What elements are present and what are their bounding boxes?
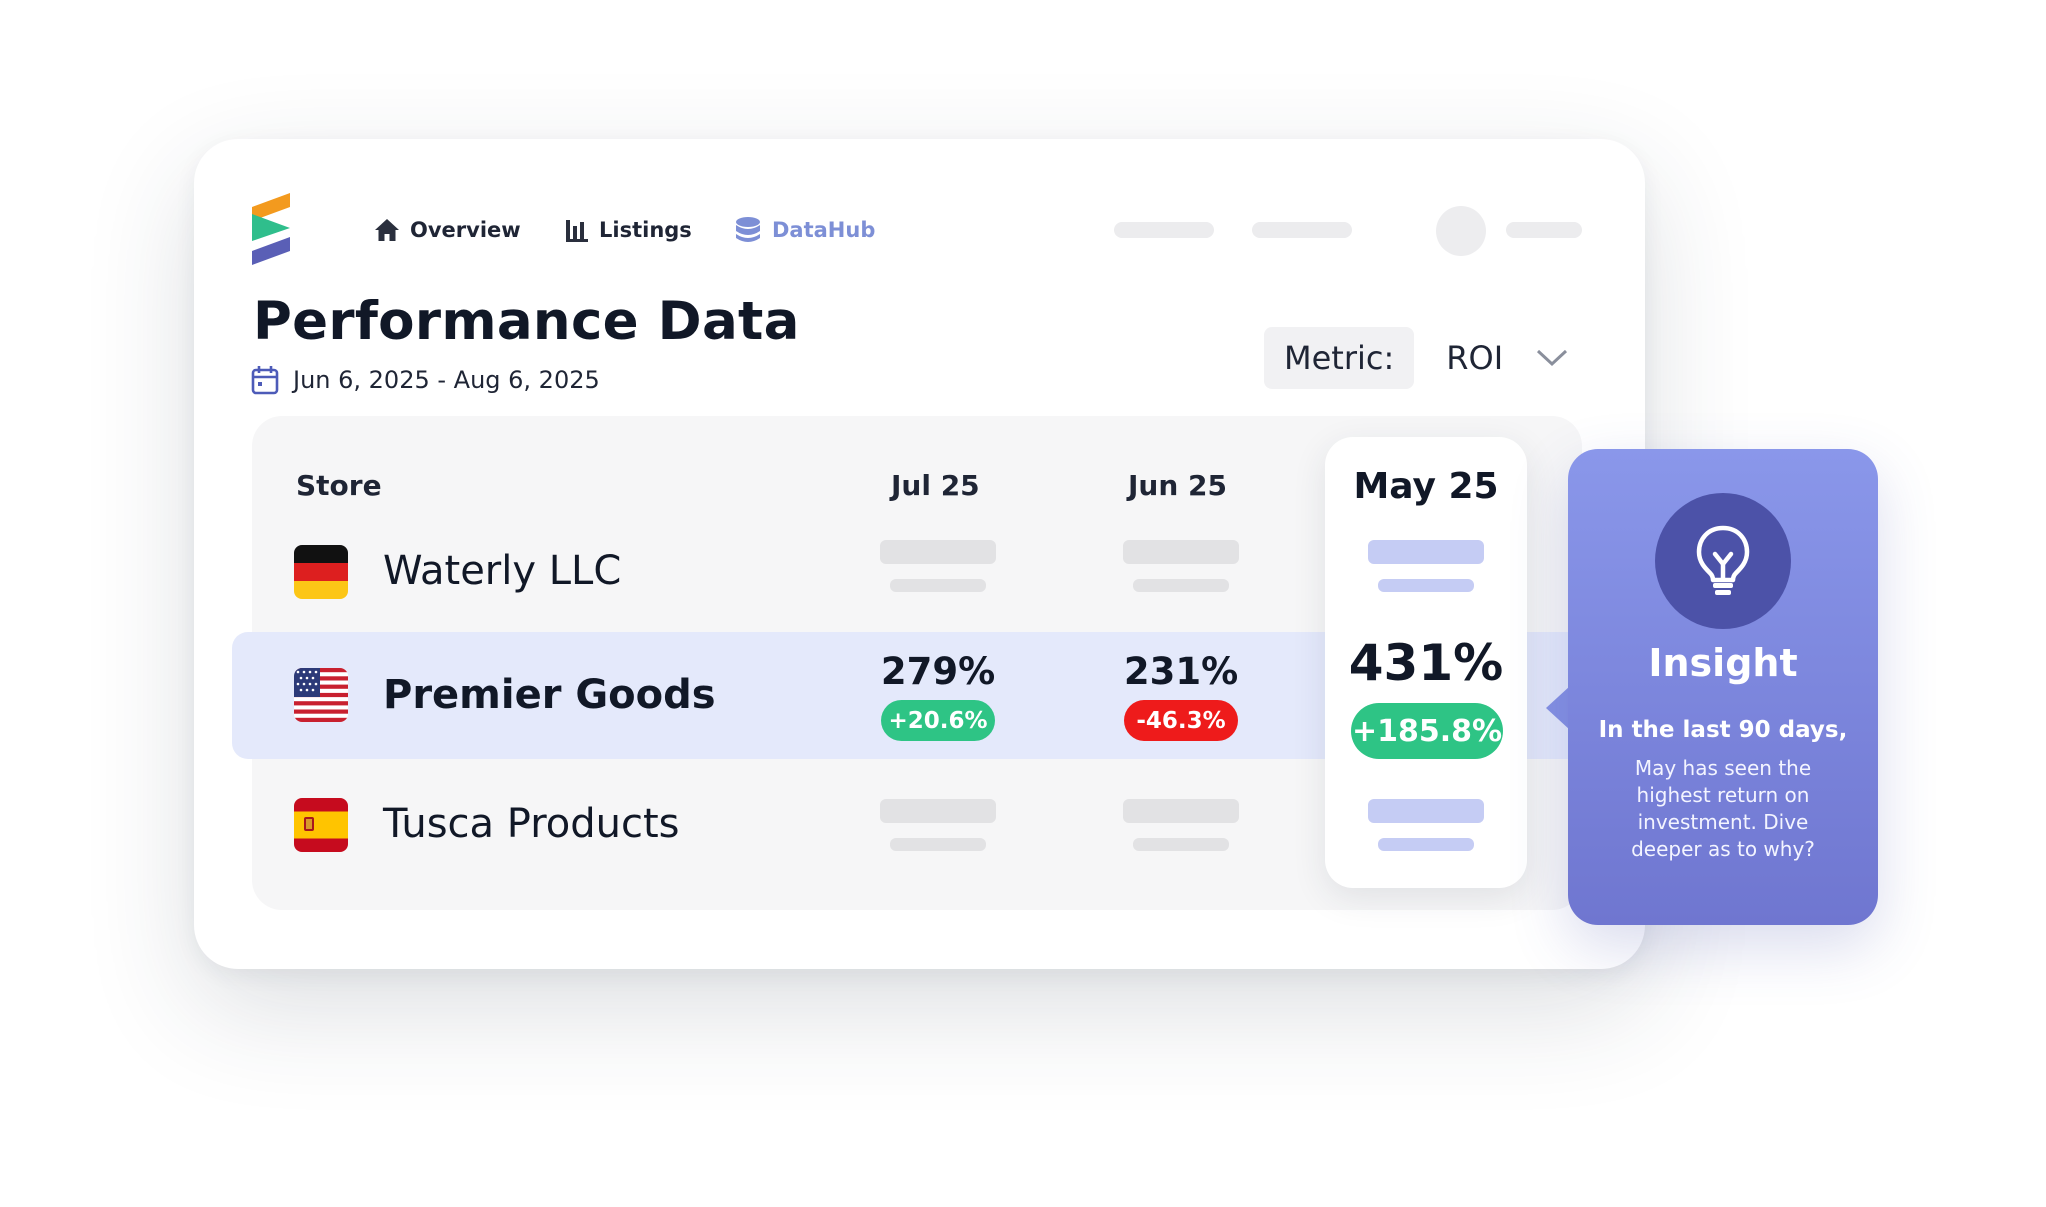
placeholder-bar — [1123, 799, 1239, 823]
placeholder-bar — [1123, 540, 1239, 564]
may-column-header: May 25 — [1353, 466, 1499, 507]
nav-listings-label: Listings — [599, 218, 692, 242]
metric-value: ROI — [1446, 339, 1504, 377]
date-range-label: Jun 6, 2025 - Aug 6, 2025 — [293, 366, 600, 394]
placeholder-bar — [880, 799, 996, 823]
usa-flag — [294, 668, 348, 722]
chevron-down-icon[interactable] — [1535, 348, 1569, 368]
insight-body: May has seen the highest return on inves… — [1631, 756, 1815, 861]
placeholder-bar — [1368, 799, 1484, 823]
insight-pointer — [1546, 686, 1570, 730]
jul-value: 279% — [880, 650, 996, 693]
placeholder-bar — [890, 579, 986, 592]
jul-column-header: Jul 25 — [891, 469, 980, 502]
insight-lead: In the last 90 days, — [1598, 717, 1848, 743]
nav-overview-label: Overview — [410, 218, 521, 242]
page-title: Performance Data — [253, 291, 800, 352]
calendar-icon — [251, 366, 279, 395]
insight-title: Insight — [1648, 641, 1798, 685]
avatar[interactable] — [1436, 206, 1486, 256]
nav-listings[interactable]: Listings — [565, 212, 692, 248]
placeholder-bar — [1133, 838, 1229, 851]
jun-change-badge: -46.3% — [1124, 700, 1238, 741]
nav-overview[interactable]: Overview — [374, 212, 521, 248]
placeholder-bar — [1378, 579, 1474, 592]
nav-datahub[interactable]: DataHub — [734, 212, 875, 248]
database-icon — [736, 217, 760, 242]
may-change-badge: +185.8% — [1351, 703, 1503, 759]
header-placeholder — [1114, 222, 1214, 238]
placeholder-bar — [1133, 579, 1229, 592]
store-column-header: Store — [296, 469, 382, 502]
lightbulb-icon — [1655, 493, 1791, 629]
jul-change-badge: +20.6% — [881, 700, 995, 741]
germany-flag — [294, 545, 348, 599]
insight-card[interactable]: Insight In the last 90 days, May has see… — [1568, 449, 1878, 925]
placeholder-bar — [880, 540, 996, 564]
bar-chart-icon — [566, 220, 588, 242]
placeholder-bar — [1378, 838, 1474, 851]
placeholder-bar — [1368, 540, 1484, 564]
jun-column-header: Jun 25 — [1128, 469, 1227, 502]
metric-select[interactable]: Metric: ROI — [1264, 327, 1569, 389]
spain-flag — [294, 798, 348, 852]
store-name: Premier Goods — [383, 672, 716, 718]
user-name-placeholder — [1506, 222, 1582, 238]
nav-datahub-label: DataHub — [772, 218, 876, 242]
date-range[interactable]: Jun 6, 2025 - Aug 6, 2025 — [251, 365, 600, 395]
store-name: Tusca Products — [383, 801, 680, 847]
header-placeholder — [1252, 222, 1352, 238]
placeholder-bar — [890, 838, 986, 851]
may-value: 431% — [1348, 634, 1504, 692]
jun-value: 231% — [1123, 650, 1239, 693]
home-icon — [375, 219, 399, 241]
metric-label: Metric: — [1264, 327, 1415, 389]
store-name: Waterly LLC — [383, 548, 622, 594]
brand-logo — [252, 193, 290, 265]
